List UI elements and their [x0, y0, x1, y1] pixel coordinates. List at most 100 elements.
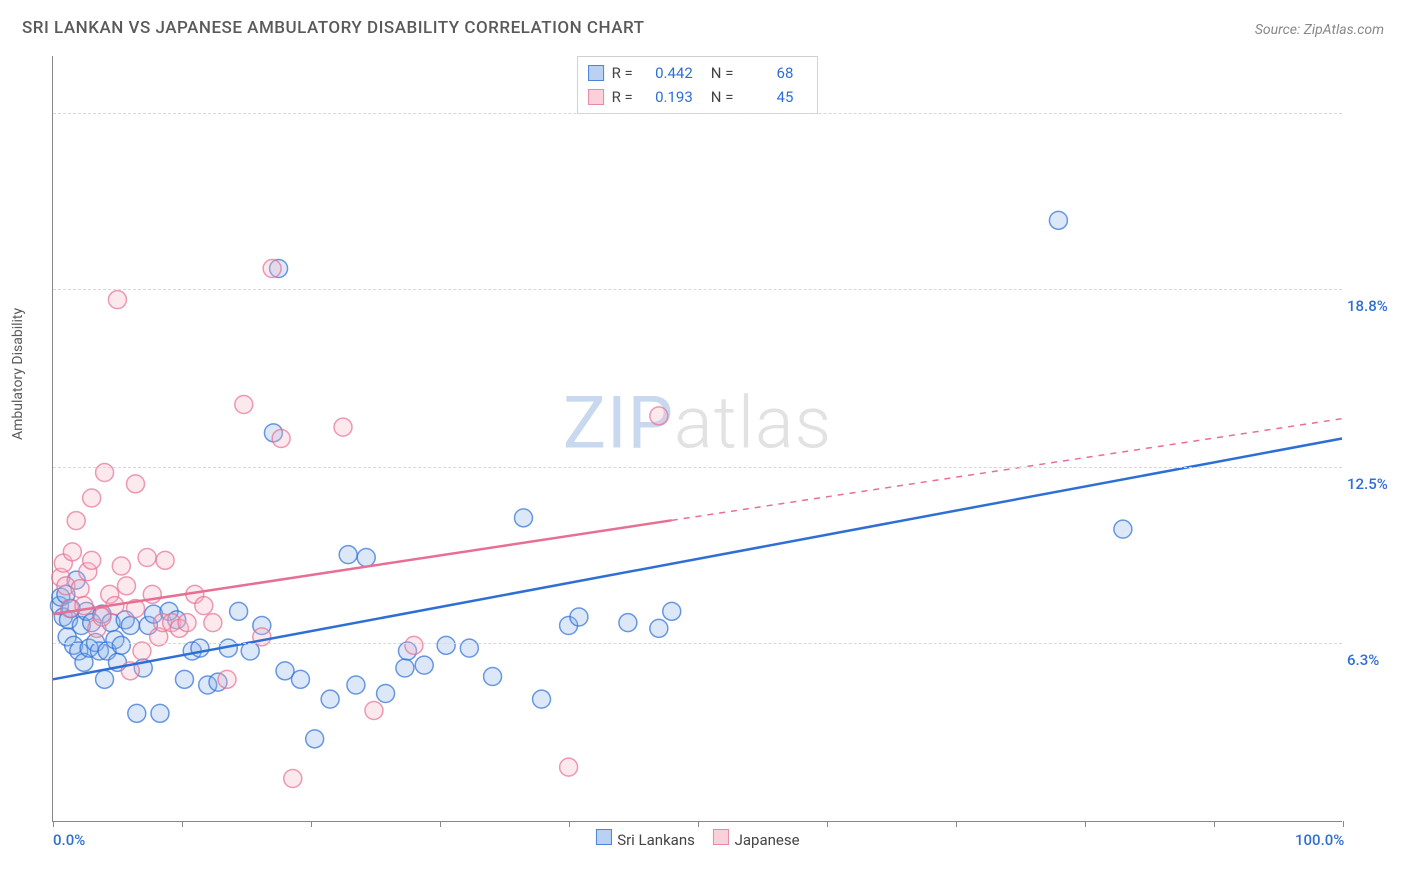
legend-swatch-1	[595, 829, 611, 845]
scatter-point	[235, 396, 253, 414]
scatter-point	[1114, 520, 1132, 538]
trend-line-dashed	[672, 419, 1342, 521]
scatter-point	[133, 642, 151, 660]
scatter-point	[218, 670, 236, 688]
scatter-point	[108, 291, 126, 309]
scatter-point	[96, 464, 114, 482]
scatter-point	[357, 549, 375, 567]
chart-source: Source: ZipAtlas.com	[1255, 22, 1384, 38]
scatter-point	[117, 577, 135, 595]
scatter-point	[437, 636, 455, 654]
scatter-point	[156, 551, 174, 569]
scatter-point	[178, 614, 196, 632]
scatter-point	[405, 636, 423, 654]
scatter-point	[151, 704, 169, 722]
scatter-point	[204, 614, 222, 632]
gridline-h	[53, 113, 1342, 114]
scatter-point	[339, 546, 357, 564]
gridline-h	[53, 467, 1342, 468]
y-tick-label: 6.3%	[1347, 651, 1397, 669]
legend-swatch-2	[713, 829, 729, 845]
r-value-2: 0.193	[641, 85, 693, 109]
scatter-point	[128, 704, 146, 722]
scatter-point	[63, 543, 81, 561]
scatter-point	[195, 597, 213, 615]
scatter-point	[306, 730, 324, 748]
scatter-point	[560, 758, 578, 776]
plot-area: ZIPatlas R = 0.442 N = 68 R = 0.193 N = …	[52, 56, 1342, 822]
x-tick	[569, 821, 570, 827]
scatter-point	[67, 512, 85, 530]
x-tick	[1214, 821, 1215, 827]
scatter-point	[263, 260, 281, 278]
legend-item-1: Sri Lankans	[595, 829, 694, 849]
n-value-1: 68	[741, 61, 793, 85]
n-value-2: 45	[741, 85, 793, 109]
x-tick	[440, 821, 441, 827]
scatter-point	[321, 690, 339, 708]
scatter-point	[570, 608, 588, 626]
legend-label-2: Japanese	[735, 831, 800, 849]
corr-swatch-1	[588, 65, 604, 81]
scatter-point	[291, 670, 309, 688]
r-label: R =	[612, 85, 633, 109]
x-tick	[698, 821, 699, 827]
scatter-point	[650, 619, 668, 637]
corr-row-1: R = 0.442 N = 68	[588, 61, 804, 85]
scatter-point	[75, 597, 93, 615]
series-legend: Sri Lankans Japanese	[595, 829, 799, 849]
n-label: N =	[711, 61, 734, 85]
scatter-point	[663, 602, 681, 620]
x-tick	[956, 821, 957, 827]
scatter-point	[619, 614, 637, 632]
scatter-point	[112, 557, 130, 575]
corr-swatch-2	[588, 89, 604, 105]
scatter-point	[230, 602, 248, 620]
x-tick-label: 0.0%	[53, 831, 85, 849]
scatter-point	[460, 639, 478, 657]
scatter-point	[650, 407, 668, 425]
y-tick-label: 12.5%	[1347, 475, 1397, 493]
scatter-point	[121, 617, 139, 635]
scatter-point	[484, 668, 502, 686]
scatter-point	[191, 639, 209, 657]
scatter-point	[1049, 211, 1067, 229]
plot-svg	[53, 56, 1342, 821]
r-label: R =	[612, 61, 633, 85]
x-tick	[311, 821, 312, 827]
x-tick	[827, 821, 828, 827]
corr-row-2: R = 0.193 N = 45	[588, 85, 804, 109]
correlation-legend: R = 0.442 N = 68 R = 0.193 N = 45	[577, 56, 819, 114]
x-tick	[182, 821, 183, 827]
x-tick	[1343, 821, 1344, 827]
scatter-point	[284, 770, 302, 788]
scatter-point	[96, 670, 114, 688]
scatter-point	[127, 475, 145, 493]
x-tick	[53, 821, 54, 827]
scatter-point	[83, 551, 101, 569]
legend-label-1: Sri Lankans	[617, 831, 695, 849]
r-value-1: 0.442	[641, 61, 693, 85]
scatter-point	[71, 580, 89, 598]
scatter-point	[415, 656, 433, 674]
x-tick	[1085, 821, 1086, 827]
scatter-point	[514, 509, 532, 527]
scatter-point	[272, 430, 290, 448]
chart-title: SRI LANKAN VS JAPANESE AMBULATORY DISABI…	[22, 18, 645, 38]
scatter-point	[365, 702, 383, 720]
scatter-point	[533, 690, 551, 708]
legend-item-2: Japanese	[713, 829, 800, 849]
gridline-h	[53, 643, 1342, 644]
scatter-point	[347, 676, 365, 694]
gridline-h	[53, 289, 1342, 290]
scatter-point	[112, 636, 130, 654]
x-tick-label: 100.0%	[1295, 831, 1344, 849]
trend-line	[53, 520, 672, 614]
scatter-point	[83, 489, 101, 507]
y-tick-label: 18.8%	[1347, 297, 1397, 315]
y-axis-label: Ambulatory Disability	[10, 308, 26, 440]
scatter-point	[334, 418, 352, 436]
scatter-point	[377, 685, 395, 703]
scatter-point	[138, 549, 156, 567]
n-label: N =	[711, 85, 734, 109]
